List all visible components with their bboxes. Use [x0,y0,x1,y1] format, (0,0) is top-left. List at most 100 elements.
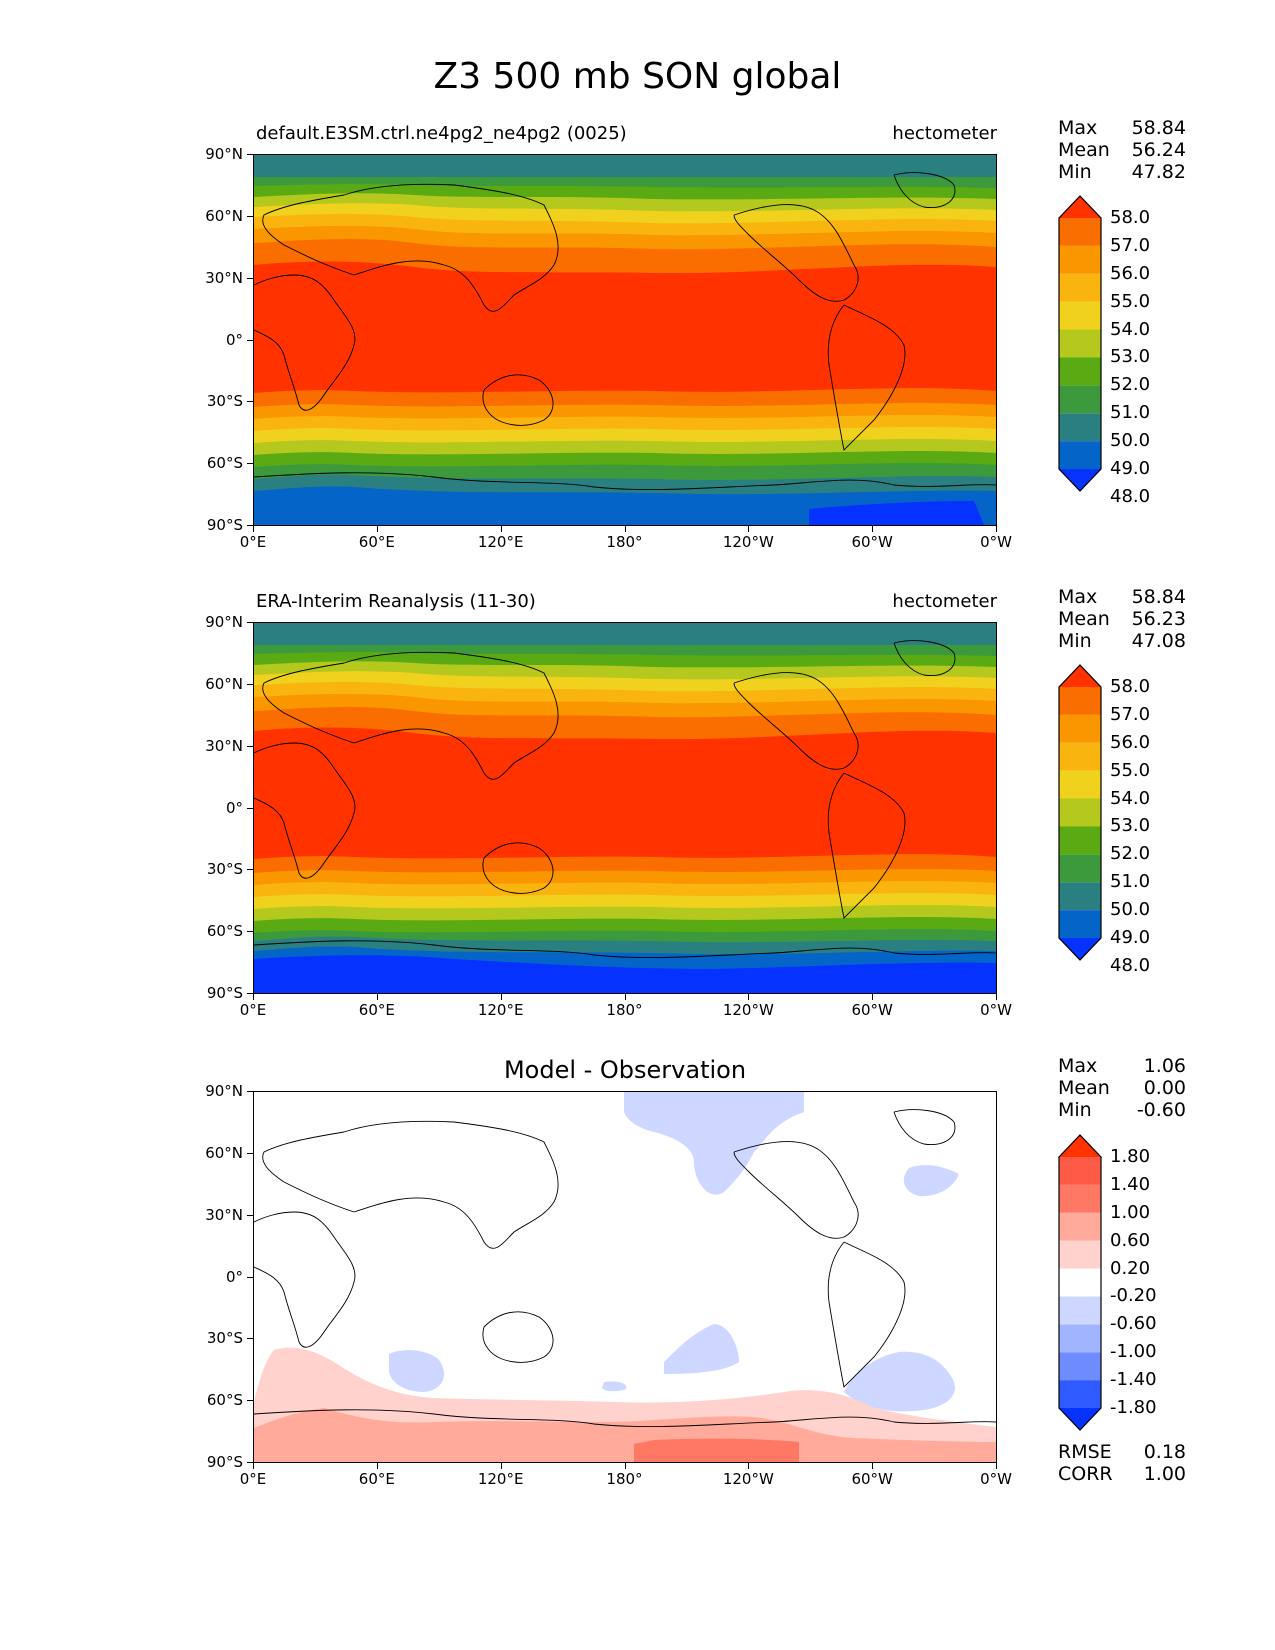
x-tick-mark [872,526,874,532]
panel1-stats: Max 58.84 Mean 56.24 Min 47.82 [1058,117,1186,183]
x-tick-label: 120°W [722,1001,774,1019]
colorbar-label: 0.20 [1110,1257,1151,1279]
stat-row-max: Max 58.84 [1058,117,1186,139]
x-tick-label: 60°W [851,1470,893,1488]
colorbar-label: 1.80 [1110,1146,1151,1167]
neg-anomaly-indian [389,1350,444,1392]
x-tick-mark [500,526,502,532]
difference-contour-field [254,1092,996,1462]
colorbar [1058,195,1102,492]
y-tick-mark [247,277,253,279]
model-map [253,154,997,526]
coast-south-america [827,1241,906,1388]
coast-north-america [733,1141,859,1239]
band-50-north [254,155,996,177]
coast-south-america [827,772,906,919]
y-tick-label: 60°N [205,206,243,225]
y-tick-label: 90°S [206,984,243,1002]
colorbar-label: 57.0 [1110,703,1151,725]
x-tick-label: 120°W [722,533,774,551]
neg-anomaly-south-atlantic [844,1351,955,1412]
x-tick-mark [624,526,626,532]
x-tick-mark [872,994,874,1000]
metric-value: 1.00 [1143,1463,1186,1485]
colorbar-label: 48.0 [1110,485,1151,507]
colorbar-segment [1059,385,1101,414]
colorbar-label: 52.0 [1110,843,1151,865]
x-tick-label: 0°E [239,1470,267,1488]
colorbar-label: -1.80 [1110,1397,1157,1418]
colorbar-label: 49.0 [1110,927,1151,948]
stat-label: Max [1058,1055,1098,1077]
stat-value: 58.84 [1131,117,1186,139]
x-tick-label: 60°W [851,1001,893,1019]
y-tick-label: 0° [225,798,243,817]
colorbar-label: -1.40 [1110,1369,1157,1391]
panel2-units: hectometer [892,591,997,612]
coastlines [254,640,996,959]
x-tick-mark [376,526,378,532]
colorbar-segment [1059,665,1101,687]
coast-north-america [733,672,859,770]
colorbar-segment [1059,1268,1101,1297]
colorbar-segment [1059,1135,1101,1157]
stat-label: Mean [1058,1077,1110,1099]
colorbar-label: 48.0 [1110,954,1151,976]
colorbar-segment [1059,245,1101,274]
x-tick-mark [748,526,750,532]
colorbar-label: -0.60 [1110,1313,1157,1335]
y-tick-label: 60°N [205,674,243,693]
panel1-units: hectometer [892,123,997,144]
colorbar-segment [1059,854,1101,883]
panel1-left-title: default.E3SM.ctrl.ne4pg2_ne4pg2 (0025) [256,123,627,144]
x-tick-mark [624,1463,626,1469]
x-tick-label: 0°W [980,1001,1012,1019]
colorbar-outline [1058,1134,1102,1431]
colorbar-segment [1059,882,1101,911]
x-tick-mark [872,1463,874,1469]
x-tick-mark [996,1463,997,1469]
colorbar [1058,1134,1102,1431]
colorbar-segment [1059,826,1101,855]
stat-label: Min [1058,1099,1092,1121]
stat-row-mean: Mean 0.00 [1058,1077,1186,1099]
coast-australia [482,1311,554,1363]
y-tick-mark [247,931,253,933]
pos-anomaly-antarctic-core [634,1438,799,1462]
metric-label: CORR [1058,1463,1113,1485]
x-tick-mark [996,526,997,532]
y-tick-label: 0° [225,330,243,349]
observation-map [253,622,997,994]
y-tick-label: 60°S [206,922,243,941]
y-tick-mark [247,525,253,526]
x-tick-label: 0°E [239,533,267,551]
colorbar-segment [1059,357,1101,386]
colorbar [1058,664,1102,961]
coast-antarctica [254,472,996,491]
difference-map [253,1091,997,1463]
x-tick-label: 0°W [980,1470,1012,1488]
colorbar-segment [1059,273,1101,302]
colorbar-label: 53.0 [1110,346,1151,368]
colorbar-segment [1059,1380,1101,1408]
band-48-south [809,501,984,525]
y-tick-mark [247,1462,253,1463]
y-tick-mark [247,993,253,994]
coast-africa [254,1211,356,1348]
colorbar-label: 50.0 [1110,899,1151,921]
stat-value: 58.84 [1131,586,1186,608]
colorbar-outline [1058,664,1102,961]
colorbar-segment [1059,1296,1101,1325]
coast-eurasia [262,183,559,312]
colorbar-segment [1059,938,1101,960]
x-tick-mark [376,1463,378,1469]
colorbar-segment [1059,742,1101,771]
y-tick-mark [247,869,253,871]
y-tick-label: 60°N [205,1143,243,1162]
x-tick-label: 60°W [851,533,893,551]
y-tick-mark [247,401,253,403]
observation-contour-field [254,623,996,993]
colorbar-segment [1059,196,1101,218]
colorbar-label: 58.0 [1110,676,1151,697]
y-tick-mark [247,807,253,809]
